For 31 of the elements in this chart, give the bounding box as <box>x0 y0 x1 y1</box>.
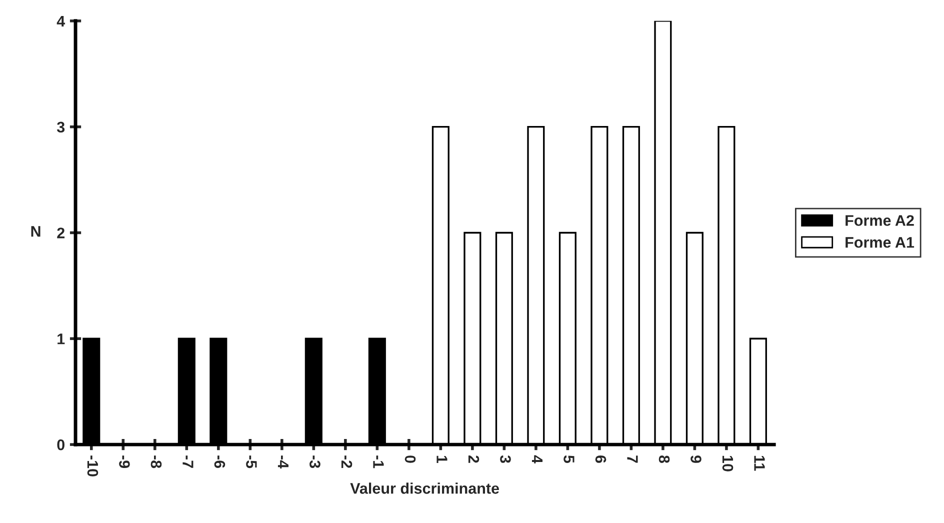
x-tick-label: 5 <box>564 455 574 464</box>
y-tick-label: 4 <box>56 16 66 26</box>
x-tick-label: 8 <box>658 455 670 463</box>
x-tick-label: 3 <box>500 455 511 463</box>
x-tick-label: 10 <box>722 456 734 472</box>
legend-label: Forme A1 <box>846 237 914 248</box>
x-tick-label: -3 <box>310 456 320 468</box>
x-tick-label: -1 <box>373 456 384 468</box>
x-tick-label: 6 <box>595 456 606 463</box>
y-tick-label: 0 <box>57 439 64 450</box>
y-tick-label: 1 <box>58 334 65 344</box>
x-tick-label: -5 <box>246 456 257 468</box>
x-tick-label: -7 <box>182 456 194 468</box>
x-tick-label: -2 <box>341 456 352 468</box>
y-tick-label: 2 <box>57 228 64 238</box>
x-tick-label: 2 <box>468 455 480 463</box>
x-tick-label: 9 <box>690 455 702 463</box>
x-tick-label: 0 <box>404 456 416 463</box>
x-tick-label: 1 <box>436 456 448 464</box>
y-tick-label: 3 <box>56 122 65 133</box>
x-tick-label: 7 <box>627 456 638 463</box>
x-tick-label: -9 <box>119 456 130 468</box>
x-tick-label: 4 <box>532 455 542 464</box>
x-tick-label: -6 <box>214 456 226 468</box>
legend-label: Forme A2 <box>846 215 914 226</box>
x-tick-label: -4 <box>278 456 288 468</box>
y-axis-title: N <box>31 226 40 237</box>
x-tick-label: -10 <box>87 456 98 476</box>
x-tick-label: 11 <box>754 456 765 471</box>
x-axis-title: Valeur discriminante <box>350 482 500 494</box>
x-tick-label: -8 <box>150 456 162 468</box>
